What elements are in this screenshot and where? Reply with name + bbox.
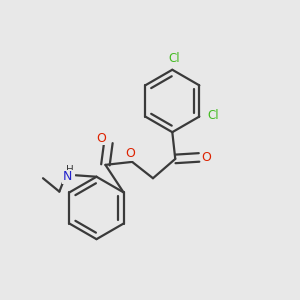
Text: Cl: Cl: [168, 52, 180, 65]
Text: O: O: [202, 151, 212, 164]
Text: H: H: [67, 165, 74, 175]
Text: O: O: [96, 132, 106, 145]
Text: Cl: Cl: [208, 109, 219, 122]
Text: N: N: [63, 170, 72, 183]
Text: O: O: [126, 147, 136, 160]
